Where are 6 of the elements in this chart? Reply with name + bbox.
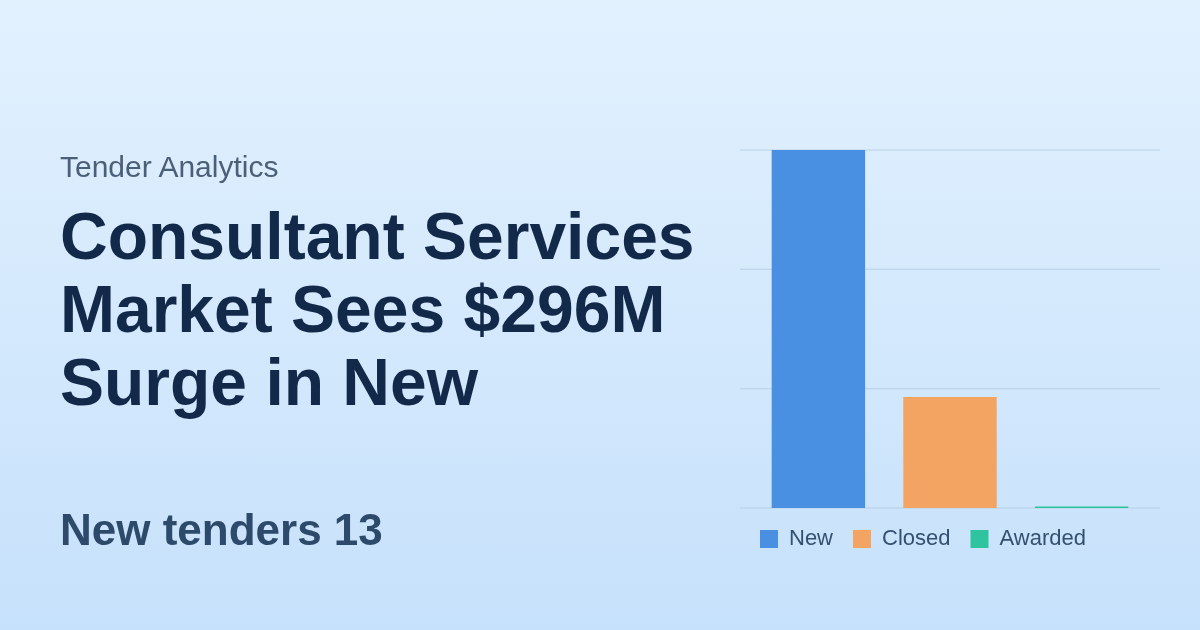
- text: New tenders 13: [60, 505, 383, 555]
- text: Consultant Services Market Sees $296M Surge in New: [60, 199, 696, 419]
- legend-label: Closed: [882, 525, 951, 551]
- legend-label: Awarded: [999, 525, 1086, 551]
- text: Tender Analytics: [60, 150, 279, 184]
- legend-label: New: [789, 525, 834, 551]
